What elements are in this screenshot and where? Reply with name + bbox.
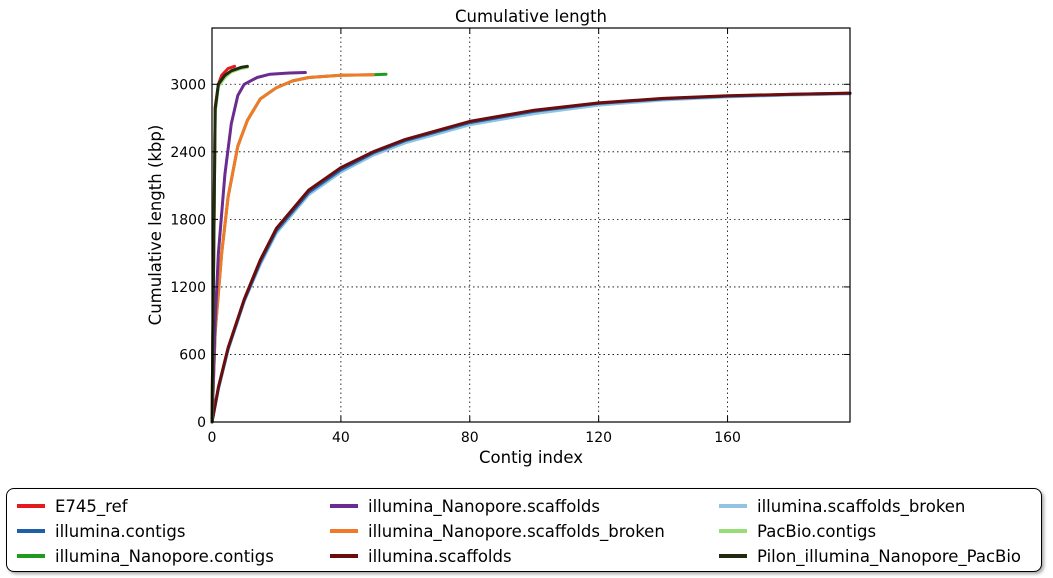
legend-item-illumina-nanopore-scaffolds-broken: illumina_Nanopore.scaffolds_broken	[330, 520, 665, 542]
series-line-illumina-scaffolds	[210, 91, 852, 424]
legend-label: illumina.contigs	[55, 521, 186, 541]
legend-swatch	[719, 529, 747, 533]
legend-item-illumina-nanopore-contigs: illumina_Nanopore.contigs	[17, 545, 274, 567]
y-tick-label: 2400	[170, 145, 206, 161]
y-tick-label: 1800	[170, 212, 206, 228]
legend-item-illumina-contigs: illumina.contigs	[17, 520, 185, 542]
legend-swatch	[330, 554, 358, 558]
legend-label: illumina_Nanopore.scaffolds_broken	[368, 521, 665, 541]
legend-swatch	[17, 504, 45, 508]
legend-item-illumina-scaffolds-broken: illumina.scaffolds_broken	[719, 495, 965, 517]
x-tick-label: 80	[461, 430, 479, 446]
x-tick-label: 0	[208, 430, 217, 446]
y-tick-label: 3000	[170, 77, 206, 93]
legend-item-e745-ref: E745_ref	[17, 495, 128, 517]
grid	[212, 28, 850, 422]
legend: E745_ref illumina.contigs illumina_Nanop…	[6, 488, 1042, 572]
x-tick-label: 40	[332, 430, 350, 446]
plot-background	[212, 28, 850, 422]
legend-label: illumina_Nanopore.contigs	[55, 546, 274, 566]
legend-label: illumina.scaffolds	[368, 546, 512, 566]
legend-item-illumina-nanopore-scaffolds: illumina_Nanopore.scaffolds	[330, 495, 600, 517]
cumulative-length-chart: 0 40 80 120 160 0 600 1200 1800 2400 3000 Cumulati…	[146, 7, 852, 467]
y-axis-label: Cumulative length (kbp)	[146, 125, 165, 326]
legend-swatch	[17, 529, 45, 533]
legend-label: Pilon_illumina_Nanopore_PacBio	[757, 546, 1022, 566]
x-axis-label: Contig index	[479, 448, 583, 467]
legend-item-illumina-scaffolds: illumina.scaffolds	[330, 545, 512, 567]
legend-swatch	[17, 554, 45, 558]
series-line-pilon-illumina-nanopore-pacbio	[210, 64, 249, 424]
legend-swatch	[330, 504, 358, 508]
legend-label: E745_ref	[55, 496, 128, 516]
legend-swatch	[330, 529, 358, 533]
y-tick-label: 600	[179, 347, 206, 363]
axis-ticks: 0 40 80 120 160 0 600 1200 1800 2400 3000	[170, 28, 850, 446]
chart-title: Cumulative length	[455, 7, 607, 26]
plot-frame	[211, 27, 851, 423]
series-lines	[210, 64, 852, 424]
legend-label: illumina_Nanopore.scaffolds	[368, 496, 600, 516]
series-line-illumina-nanopore-scaffolds	[210, 71, 307, 424]
legend-item-pilon-illumina-nanopore-pacbio: Pilon_illumina_Nanopore_PacBio	[719, 545, 1021, 567]
series-line-illumina-nanopore-scaffolds-broken	[210, 73, 375, 424]
x-tick-label: 120	[585, 430, 612, 446]
y-tick-label: 0	[197, 415, 206, 431]
legend-label: PacBio.contigs	[757, 521, 877, 541]
legend-item-pacbio-contigs: PacBio.contigs	[719, 520, 876, 542]
x-tick-label: 160	[714, 430, 741, 446]
legend-swatch	[719, 554, 747, 558]
y-tick-label: 1200	[170, 280, 206, 296]
legend-label: illumina.scaffolds_broken	[757, 496, 966, 516]
legend-swatch	[719, 504, 747, 508]
